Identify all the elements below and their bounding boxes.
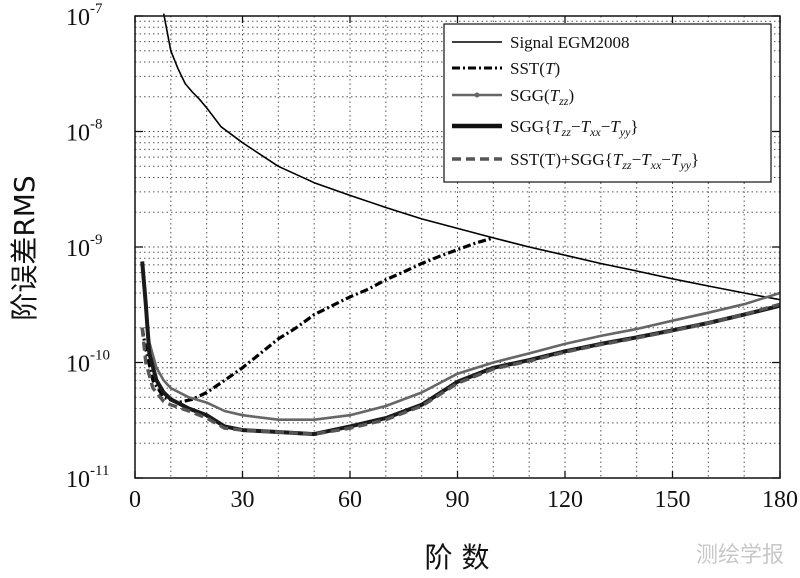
legend-marker-sgg-tzz [474, 92, 480, 98]
y-axis-label: 阶误差RMS [8, 175, 41, 320]
legend-item-sgg-combo: SGG{Tzz−Txx−Tyy} [452, 117, 639, 139]
series-lines [140, 13, 781, 437]
legend-box [443, 23, 772, 183]
legend-label-signal: Signal EGM2008 [510, 33, 629, 52]
x-axis-label: 阶 数 [425, 541, 490, 574]
legend-label-sst-sgg: SST(T)+SGG{Tzz−Txx−Tyy} [510, 150, 699, 172]
x-tick-label: 60 [338, 487, 362, 513]
legend-item-sgg-tzz: SGG(Tzz) [452, 86, 574, 108]
x-tick-label: 90 [446, 487, 470, 513]
watermark: 测绘学报 [696, 543, 784, 568]
x-tick-label: 180 [762, 487, 798, 513]
x-tick-label: 0 [129, 487, 141, 513]
series-sst-sgg [140, 302, 781, 436]
y-tick-label: 10-8 [66, 117, 103, 147]
series-sgg-tzz [140, 264, 781, 422]
legend-label-sgg-combo: SGG{Tzz−Txx−Tyy} [510, 117, 639, 139]
y-tick-label: 10-7 [66, 1, 103, 31]
legend-label-sgg-tzz: SGG(Tzz) [510, 86, 574, 108]
x-tick-labels: 0 30 60 90 120 150 180 [129, 487, 798, 513]
legend: Signal EGM2008 SST(T) SGG(Tzz) SGG{Tzz−T… [443, 23, 772, 183]
series-signal-egm2008 [162, 13, 781, 301]
x-tick-label: 150 [655, 487, 691, 513]
x-tick-label: 30 [231, 487, 255, 513]
y-tick-label: 10-9 [66, 232, 103, 262]
y-tick-label: 10-10 [66, 348, 110, 378]
x-tick-label: 120 [547, 487, 583, 513]
y-tick-label: 10-11 [66, 463, 109, 493]
axis-ticks [134, 15, 781, 479]
legend-item-signal: Signal EGM2008 [452, 33, 629, 52]
legend-label-sst: SST(T) [510, 59, 560, 78]
y-tick-labels: 10-11 10-10 10-9 10-8 10-7 [66, 1, 110, 493]
legend-item-sst: SST(T) [452, 59, 560, 78]
